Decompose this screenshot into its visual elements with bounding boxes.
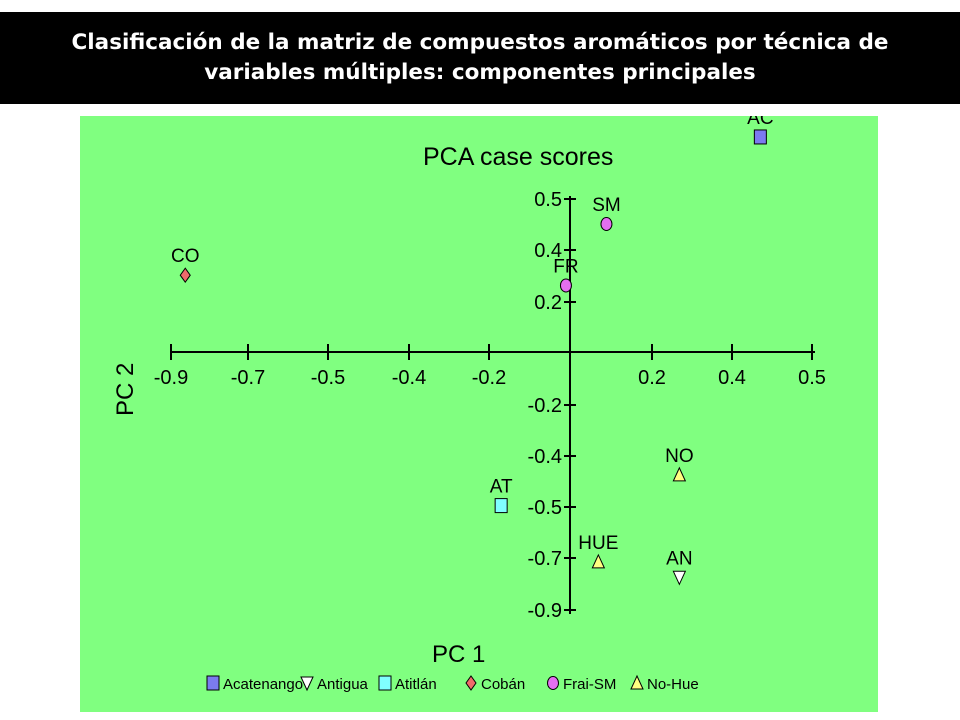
legend-marker-antigua	[300, 676, 314, 692]
x-tick-label: -0.5	[311, 367, 345, 389]
legend-marker-no-hue	[630, 674, 644, 690]
point-label: HUE	[578, 533, 618, 554]
chart-title: PCA case scores	[423, 143, 613, 171]
data-point-at	[494, 498, 508, 514]
data-point-fr	[559, 278, 572, 293]
legend-marker-atitlán	[378, 675, 392, 691]
legend-label: Cobán	[481, 676, 525, 693]
x-tick-label: -0.4	[392, 367, 426, 389]
data-point-sm	[600, 217, 613, 231]
slide-title-line-2: variables múltiples: componentes princip…	[204, 60, 756, 85]
y-tick-label: -0.2	[528, 395, 562, 417]
y-tick-label: -0.7	[528, 548, 562, 570]
point-label: AC	[747, 116, 773, 129]
slide-title-line-1: Clasificación de la matriz de compuestos…	[71, 30, 889, 55]
legend-label: Antigua	[317, 676, 369, 693]
legend-label: Frai-SM	[563, 676, 616, 693]
data-point-no	[672, 466, 687, 482]
y-tick-label: -0.5	[528, 497, 562, 519]
legend-label: Atitlán	[395, 676, 437, 693]
point-label: SM	[592, 195, 621, 216]
data-point-an	[672, 570, 687, 586]
x-tick-label: 0.4	[718, 367, 746, 389]
x-tick-label: -0.9	[154, 367, 188, 389]
slide-title: Clasificación de la matriz de compuestos…	[0, 12, 960, 104]
y-tick-label: 0.5	[534, 189, 562, 211]
y-tick-label: -0.4	[528, 446, 562, 468]
point-label: AT	[490, 477, 513, 498]
legend-marker-cobán	[465, 675, 477, 691]
pca-plot-panel: PCA case scores -0.9 -0.7 -0.5 -0.4 -0.2 0.2 0…	[80, 116, 878, 712]
legend-label: Acatenango	[223, 676, 303, 693]
x-tick-label: -0.2	[472, 367, 506, 389]
pca-scatter-chart: PCA case scores -0.9 -0.7 -0.5 -0.4 -0.2 0.2 0…	[112, 116, 826, 693]
data-point-ac	[753, 129, 767, 145]
y-tick-label: -0.9	[528, 600, 562, 622]
x-tick-label: -0.7	[231, 367, 265, 389]
point-label: FR	[553, 256, 578, 277]
point-label: CO	[171, 246, 200, 267]
y-tick-label: 0.4	[534, 240, 562, 262]
data-point-hue	[591, 553, 606, 569]
data-point-co	[179, 267, 191, 284]
x-tick-label: 0.2	[638, 367, 666, 389]
legend-marker-frai-sm	[547, 676, 559, 690]
x-tick-label: 0.5	[798, 367, 826, 389]
point-label: NO	[665, 446, 694, 467]
point-label: AN	[666, 548, 692, 569]
y-tick-label: 0.2	[534, 292, 562, 314]
y-axis-label: PC 2	[112, 363, 139, 416]
legend-marker-acatenango	[206, 675, 220, 691]
legend-label: No-Hue	[647, 676, 699, 693]
chart-legend: Acatenango Antigua Atitlán Cobán Frai-SM No-H…	[206, 674, 699, 693]
x-axis-label: PC 1	[432, 641, 485, 668]
